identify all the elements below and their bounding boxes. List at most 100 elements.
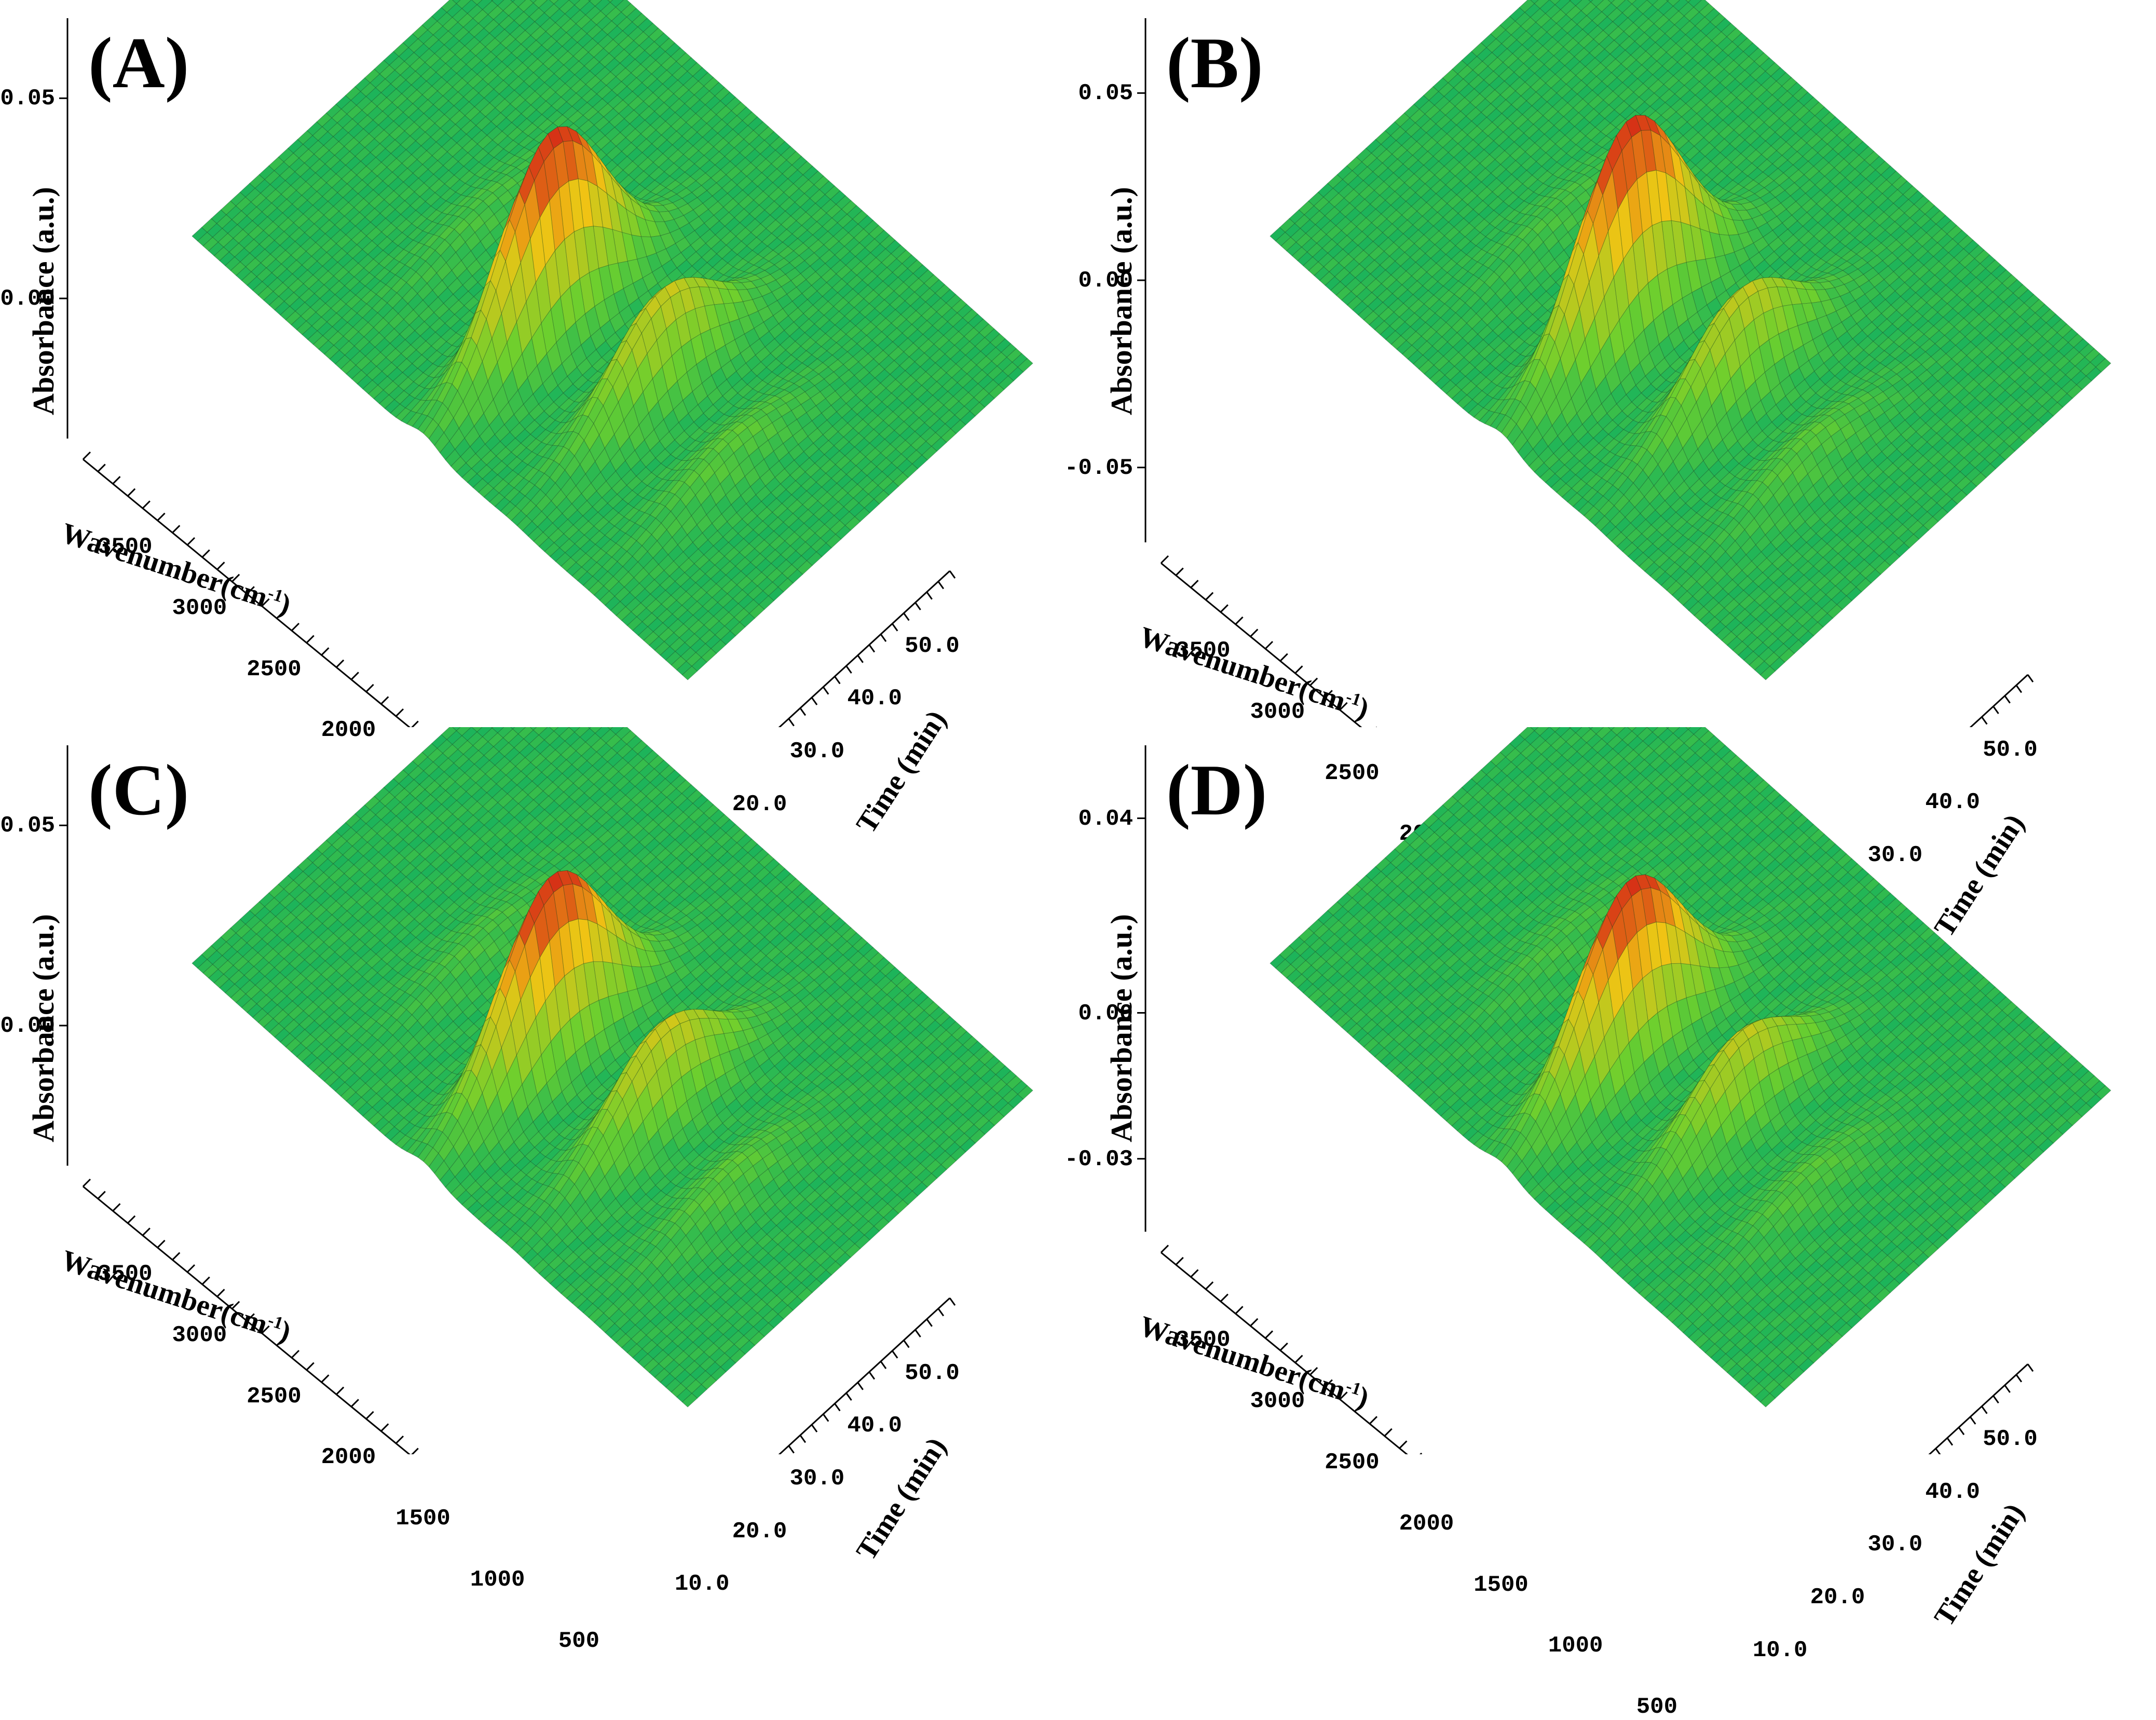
x-minor-tick	[307, 636, 314, 643]
z-minor-tick	[1994, 1396, 1999, 1403]
x-minor-tick	[1221, 605, 1228, 612]
z-minor-tick	[812, 698, 817, 705]
x-minor-tick	[366, 1412, 374, 1419]
x-minor-tick	[1191, 1269, 1198, 1277]
x-minor-tick	[158, 1240, 165, 1248]
x-minor-tick	[1265, 1331, 1273, 1338]
z-minor-tick	[1982, 717, 1987, 724]
x-minor-tick	[1280, 1343, 1288, 1350]
z-axis-line	[1683, 675, 2028, 727]
z-tick-label: 30.0	[790, 1466, 845, 1492]
z-minor-tick	[904, 613, 909, 620]
panel-a-surface-plot	[0, 0, 1078, 727]
z-tick-label: 20.0	[1810, 1585, 1865, 1610]
z-minor-tick	[916, 603, 921, 610]
x-minor-tick	[292, 1350, 299, 1358]
x-minor-tick	[1176, 1258, 1183, 1265]
z-minor-tick	[892, 624, 897, 631]
z-minor-tick	[835, 676, 840, 684]
z-minor-tick	[847, 666, 852, 673]
z-minor-tick	[1959, 1427, 1964, 1435]
surface-mesh	[192, 727, 1033, 1407]
z-minor-tick	[1970, 1417, 1975, 1424]
z-tick-label: 40.0	[847, 1413, 902, 1439]
z-minor-tick	[2028, 1364, 2033, 1371]
x-minor-tick	[1176, 568, 1183, 576]
x-minor-tick	[1250, 629, 1258, 636]
surface-mesh	[192, 0, 1033, 680]
x-minor-tick	[98, 465, 105, 472]
z-minor-tick	[2005, 1385, 2010, 1393]
z-minor-tick	[823, 1414, 828, 1422]
z-minor-tick	[1994, 706, 1999, 714]
x-minor-tick	[1265, 641, 1273, 649]
z-minor-tick	[950, 571, 955, 578]
x-minor-tick	[1385, 1429, 1392, 1436]
z-minor-tick	[847, 1393, 852, 1400]
x-minor-tick	[396, 709, 403, 716]
y-axis-title: Absorbance (a.u.)	[1104, 187, 1139, 415]
z-minor-tick	[812, 1425, 817, 1432]
z-tick-label: 40.0	[1925, 1479, 1980, 1505]
y-tick-label: 0.00	[0, 1013, 55, 1039]
panel-b-surface-plot	[1078, 0, 2156, 727]
x-minor-tick	[396, 1436, 403, 1443]
x-minor-tick	[366, 685, 374, 692]
x-minor-tick	[1414, 1453, 1422, 1454]
x-minor-tick	[381, 697, 388, 704]
x-minor-tick	[143, 501, 150, 508]
z-tick-label: 40.0	[847, 686, 902, 712]
z-minor-tick	[2016, 685, 2022, 692]
x-minor-tick	[307, 1363, 314, 1370]
x-minor-tick	[1250, 1319, 1258, 1326]
y-tick-label: 0.05	[1078, 80, 1133, 106]
x-minor-tick	[113, 476, 120, 484]
y-tick-label: 0.00	[0, 286, 55, 312]
x-tick-label: 2500	[247, 1384, 302, 1410]
y-tick-label: 0.05	[0, 813, 55, 839]
y-tick-label: 0.05	[0, 86, 55, 112]
z-axis-title: Time (min)	[1928, 1497, 2031, 1632]
panel-label: (B)	[1166, 27, 1263, 100]
z-minor-tick	[1936, 1449, 1941, 1454]
y-tick-label: 0.00	[1078, 1001, 1133, 1027]
z-minor-tick	[823, 687, 828, 694]
x-minor-tick	[1236, 1306, 1243, 1314]
z-minor-tick	[1982, 1407, 1987, 1414]
surface-mesh	[1270, 727, 2111, 1407]
z-minor-tick	[2028, 675, 2033, 682]
x-minor-tick	[202, 550, 210, 557]
z-minor-tick	[927, 592, 932, 599]
x-minor-tick	[1236, 617, 1243, 624]
x-minor-tick	[172, 1252, 180, 1260]
x-tick-label: 1000	[470, 1567, 525, 1593]
y-tick-label: 0.00	[1078, 268, 1133, 294]
x-tick-label: 1000	[1548, 1633, 1603, 1659]
z-minor-tick	[950, 1298, 955, 1305]
z-minor-tick	[835, 1403, 840, 1411]
z-minor-tick	[938, 1308, 944, 1316]
x-minor-tick	[321, 648, 329, 655]
z-minor-tick	[869, 645, 875, 652]
x-minor-tick	[128, 1216, 135, 1223]
z-tick-label: 20.0	[732, 1519, 787, 1545]
z-minor-tick	[800, 1435, 806, 1442]
z-minor-tick	[2016, 1375, 2022, 1382]
x-minor-tick	[1161, 1245, 1168, 1252]
panel-c-surface-plot	[0, 727, 1078, 1454]
x-minor-tick	[1206, 593, 1213, 600]
z-minor-tick	[789, 719, 794, 726]
panel-label: (D)	[1166, 754, 1267, 827]
x-minor-tick	[1221, 1294, 1228, 1302]
x-minor-tick	[1161, 556, 1168, 563]
z-minor-tick	[858, 656, 863, 663]
x-minor-tick	[83, 452, 90, 459]
x-minor-tick	[128, 489, 135, 496]
y-axis-title: Absorbance (a.u.)	[1104, 914, 1139, 1142]
z-tick-label: 50.0	[905, 633, 960, 659]
x-axis-line	[1161, 563, 1683, 727]
y-tick-label: -0.03	[1065, 1146, 1133, 1172]
x-tick-label: 500	[558, 1628, 599, 1654]
